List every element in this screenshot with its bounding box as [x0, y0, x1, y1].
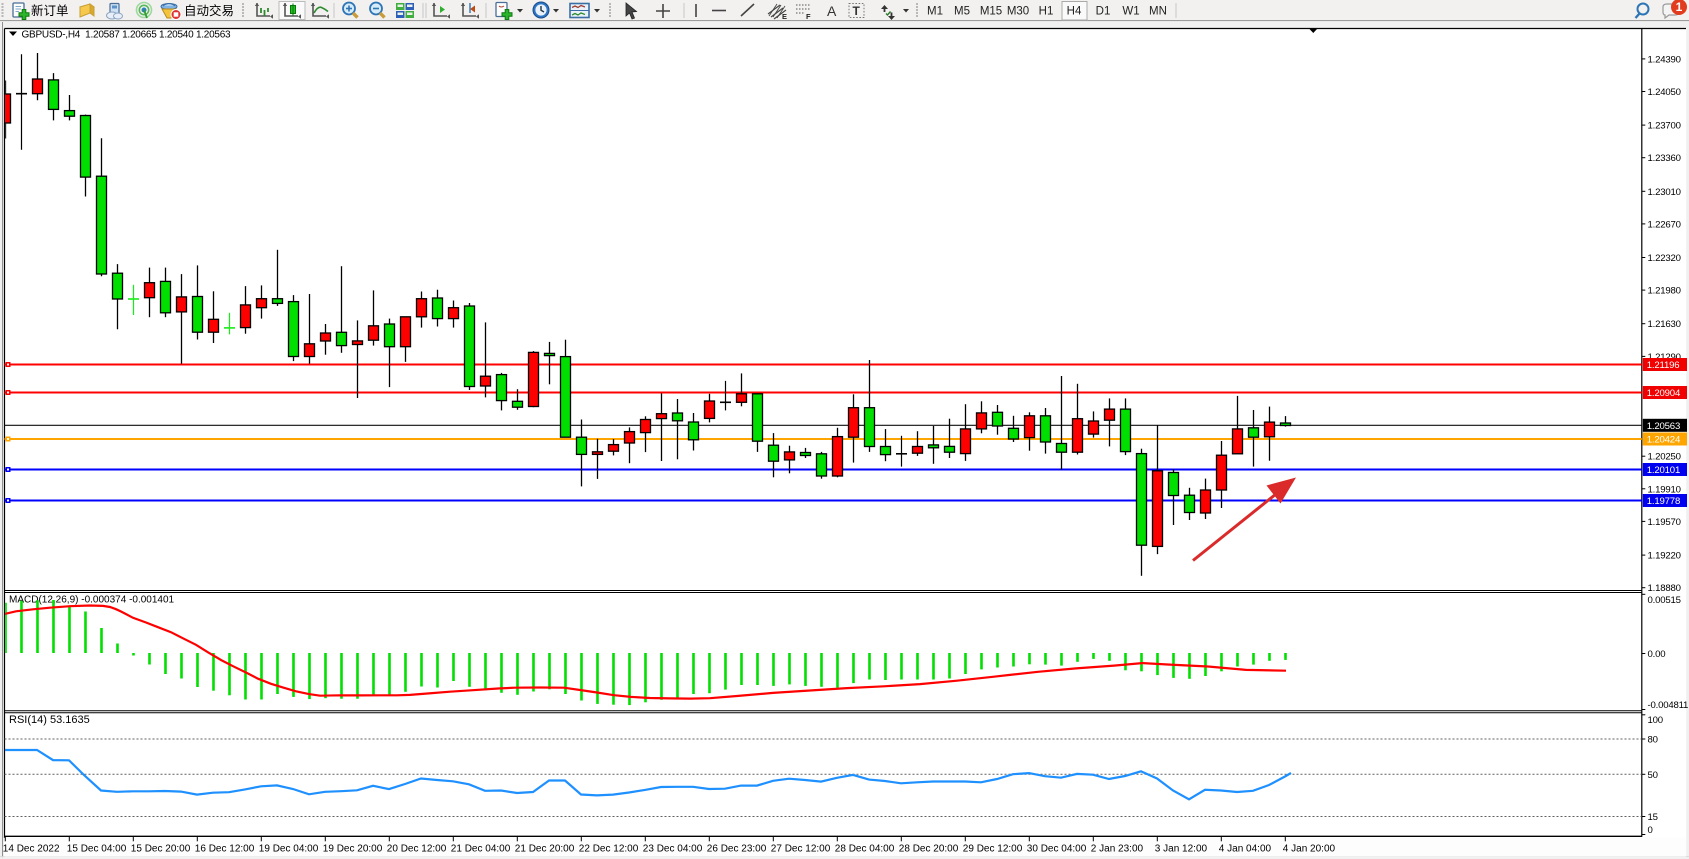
- svg-text:E: E: [782, 12, 787, 21]
- svg-text:0: 0: [1648, 825, 1653, 836]
- svg-text:21 Dec 04:00: 21 Dec 04:00: [451, 844, 511, 855]
- svg-text:3 Jan 12:00: 3 Jan 12:00: [1155, 844, 1208, 855]
- svg-text:自动交易: 自动交易: [184, 3, 234, 18]
- svg-text:21 Dec 20:00: 21 Dec 20:00: [515, 844, 575, 855]
- svg-text:19 Dec 04:00: 19 Dec 04:00: [259, 844, 319, 855]
- svg-text:1.19778: 1.19778: [1647, 496, 1680, 507]
- svg-text:1: 1: [1676, 0, 1683, 14]
- svg-text:50: 50: [1648, 770, 1658, 781]
- svg-text:4 Jan 20:00: 4 Jan 20:00: [1283, 844, 1336, 855]
- svg-text:26 Dec 23:00: 26 Dec 23:00: [707, 844, 767, 855]
- svg-text:1.21630: 1.21630: [1648, 319, 1681, 330]
- svg-text:1.20424: 1.20424: [1647, 435, 1681, 446]
- svg-text:1.23700: 1.23700: [1648, 121, 1681, 132]
- svg-text:4 Jan 04:00: 4 Jan 04:00: [1219, 844, 1272, 855]
- svg-text:GBPUSD-,H4 1.20587 1.20665 1.: GBPUSD-,H4 1.20587 1.20665 1.20540 1.205…: [22, 30, 232, 41]
- svg-text:28 Dec 20:00: 28 Dec 20:00: [899, 844, 959, 855]
- svg-text:1.19220: 1.19220: [1648, 551, 1681, 562]
- svg-text:1.23360: 1.23360: [1648, 153, 1681, 164]
- svg-text:1.22320: 1.22320: [1648, 253, 1681, 264]
- svg-text:80: 80: [1648, 735, 1658, 746]
- svg-text:W1: W1: [1122, 6, 1139, 18]
- svg-text:28 Dec 04:00: 28 Dec 04:00: [835, 844, 895, 855]
- svg-text:1.21290: 1.21290: [1648, 352, 1681, 363]
- svg-text:15: 15: [1648, 812, 1658, 823]
- svg-text:1.20563: 1.20563: [1647, 421, 1680, 432]
- svg-text:1.19570: 1.19570: [1648, 517, 1681, 528]
- svg-text:15 Dec 20:00: 15 Dec 20:00: [131, 844, 191, 855]
- svg-text:30 Dec 04:00: 30 Dec 04:00: [1027, 844, 1087, 855]
- svg-text:A: A: [827, 3, 837, 19]
- svg-text:RSI(14) 53.1635: RSI(14) 53.1635: [9, 714, 90, 726]
- svg-text:1.24050: 1.24050: [1648, 87, 1681, 98]
- svg-text:16 Dec 12:00: 16 Dec 12:00: [195, 844, 255, 855]
- svg-text:29 Dec 12:00: 29 Dec 12:00: [963, 844, 1023, 855]
- svg-text:1.21196: 1.21196: [1647, 360, 1680, 371]
- svg-text:F: F: [806, 12, 811, 21]
- svg-text:M15: M15: [980, 6, 1002, 18]
- svg-text:19 Dec 20:00: 19 Dec 20:00: [323, 844, 383, 855]
- svg-text:15 Dec 04:00: 15 Dec 04:00: [67, 844, 127, 855]
- svg-text:0.00515: 0.00515: [1648, 595, 1681, 606]
- svg-text:D1: D1: [1096, 6, 1111, 18]
- svg-text:1.23010: 1.23010: [1648, 187, 1681, 198]
- svg-text:MN: MN: [1149, 6, 1167, 18]
- svg-text:MACD(12,26,9) -0.000374 -0.001: MACD(12,26,9) -0.000374 -0.001401: [9, 595, 175, 606]
- svg-text:M30: M30: [1007, 6, 1029, 18]
- svg-text:新订单: 新订单: [31, 3, 69, 18]
- svg-text:1.18880: 1.18880: [1648, 583, 1681, 594]
- svg-text:T: T: [853, 4, 861, 18]
- svg-text:1.19910: 1.19910: [1648, 484, 1681, 495]
- svg-text:22 Dec 12:00: 22 Dec 12:00: [579, 844, 639, 855]
- svg-text:1.20101: 1.20101: [1647, 465, 1680, 476]
- svg-text:-0.004811: -0.004811: [1648, 700, 1689, 711]
- svg-text:H1: H1: [1039, 6, 1054, 18]
- svg-text:23 Dec 04:00: 23 Dec 04:00: [643, 844, 703, 855]
- svg-text:2 Jan 23:00: 2 Jan 23:00: [1091, 844, 1144, 855]
- svg-text:100: 100: [1648, 715, 1663, 726]
- svg-text:M1: M1: [927, 6, 943, 18]
- svg-text:1.22670: 1.22670: [1648, 219, 1681, 230]
- svg-text:1.20904: 1.20904: [1647, 388, 1681, 399]
- svg-text:0.00: 0.00: [1648, 649, 1666, 660]
- svg-text:H4: H4: [1067, 6, 1082, 18]
- svg-text:20 Dec 12:00: 20 Dec 12:00: [387, 844, 447, 855]
- svg-text:1.21980: 1.21980: [1648, 286, 1681, 297]
- svg-text:1.20250: 1.20250: [1648, 452, 1681, 463]
- svg-text:14 Dec 2022: 14 Dec 2022: [3, 844, 60, 855]
- svg-text:27 Dec 12:00: 27 Dec 12:00: [771, 844, 831, 855]
- svg-text:M5: M5: [954, 6, 970, 18]
- svg-text:1.24390: 1.24390: [1648, 54, 1681, 65]
